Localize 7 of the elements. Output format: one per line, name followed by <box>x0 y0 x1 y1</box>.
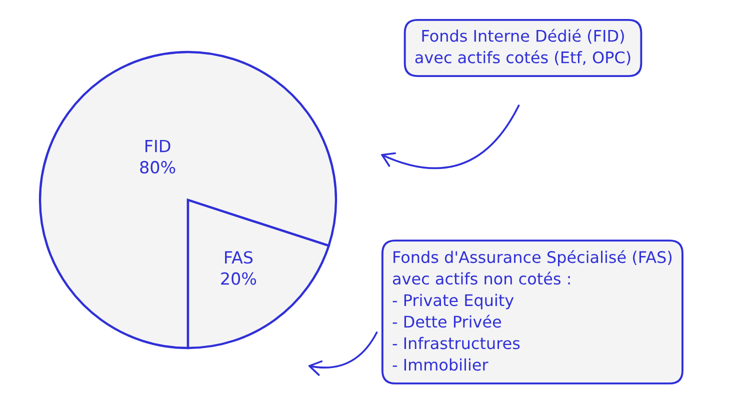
slice-label: FID <box>146 140 170 152</box>
slice-label: FAS <box>225 251 253 264</box>
text: Fonds Interne Dédié (FID) avec actifs cotés (Etf, OPC) <box>415 28 630 66</box>
data-label: 20% <box>221 272 256 285</box>
text: Fonds d'Assurance Spécialisé (FAS) avec actifs non cotés : - Private Equity - Dette Privée - Infrastructures - Immobilier <box>392 250 672 371</box>
pie-slice <box>38 50 338 350</box>
data-label: 80% <box>140 160 176 174</box>
